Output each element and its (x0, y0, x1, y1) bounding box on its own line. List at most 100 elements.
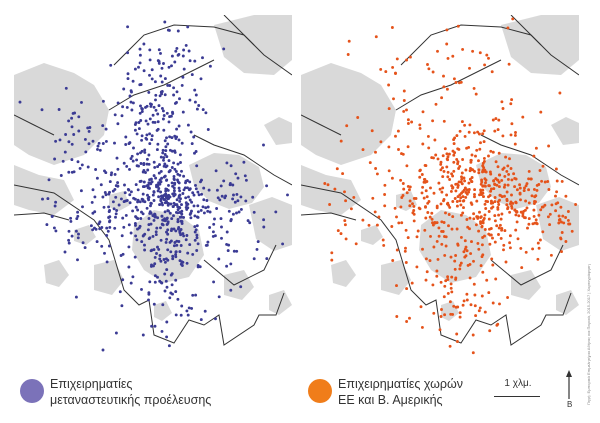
north-label: Β (567, 400, 573, 409)
map-dot-eu (494, 277, 498, 281)
map-dot-migrant (136, 208, 140, 212)
map-dot-migrant (70, 158, 74, 162)
map-dot-migrant (113, 141, 116, 145)
map-dot-migrant (76, 210, 80, 214)
map-dot-migrant (70, 116, 74, 120)
map-dot-migrant (145, 137, 149, 141)
map-dot-eu (465, 146, 469, 150)
map-dot-migrant (146, 193, 149, 197)
map-dot-migrant (170, 136, 174, 140)
land-area (501, 15, 579, 75)
map-dot-migrant (145, 157, 149, 161)
map-dot-eu (461, 211, 465, 215)
map-dot-migrant (220, 194, 224, 198)
map-dot-migrant (175, 101, 178, 104)
map-dot-migrant (150, 68, 154, 72)
map-dot-eu (527, 177, 531, 181)
map-dot-eu (508, 157, 511, 161)
map-dot-eu (445, 87, 449, 91)
map-dot-migrant (100, 244, 104, 248)
map-dot-migrant (142, 168, 146, 172)
map-dot-migrant (101, 348, 105, 352)
land-area (132, 210, 204, 283)
map-dot-migrant (140, 240, 144, 244)
map-dot-eu (414, 197, 418, 200)
map-dot-eu (424, 189, 428, 193)
map-dot-eu (426, 134, 430, 138)
map-dot-migrant (196, 215, 200, 219)
map-dot-eu (349, 207, 353, 211)
map-dot-migrant (121, 278, 125, 282)
map-dot-eu (511, 17, 515, 21)
map-dot-eu (473, 195, 476, 199)
map-dot-migrant (175, 135, 179, 139)
map-dot-migrant (80, 163, 84, 167)
map-dot-eu (468, 123, 472, 127)
map-dot-migrant (53, 157, 57, 161)
map-dot-migrant (129, 100, 133, 104)
map-dot-migrant (114, 195, 118, 199)
map-dot-migrant (199, 208, 203, 212)
map-dot-eu (456, 195, 460, 199)
map-dot-eu (493, 129, 497, 133)
map-dot-migrant (143, 248, 147, 252)
map-dot-eu (411, 211, 415, 215)
map-dot-migrant (252, 257, 256, 261)
map-dot-eu (492, 187, 496, 191)
map-dot-eu (503, 183, 507, 187)
map-dot-eu (395, 57, 399, 61)
map-dot-eu (435, 239, 439, 243)
map-dot-eu (474, 92, 478, 96)
map-dot-eu (564, 240, 568, 243)
map-dot-migrant (158, 254, 162, 257)
map-dot-migrant (165, 230, 168, 234)
map-dot-migrant (164, 165, 168, 169)
map-dot-eu (529, 177, 533, 181)
map-dot-migrant (101, 142, 105, 145)
map-dot-migrant (163, 260, 167, 264)
map-dot-migrant (137, 121, 141, 124)
map-dot-eu (506, 164, 510, 168)
legend-label-eu-line2: ΕΕ και Β. Αμερικής (338, 393, 443, 407)
map-dot-eu (420, 191, 424, 195)
map-dot-migrant (171, 184, 175, 188)
map-dot-migrant (180, 264, 184, 267)
map-dot-migrant (61, 159, 65, 163)
map-dot-migrant (206, 128, 210, 131)
map-dot-migrant (190, 200, 194, 204)
map-dot-eu (464, 168, 468, 172)
map-dot-migrant (83, 137, 87, 141)
map-dot-migrant (218, 198, 222, 202)
land-area (381, 260, 411, 295)
map-dot-migrant (157, 247, 161, 251)
map-dot-migrant (192, 204, 196, 208)
map-dot-migrant (187, 49, 191, 53)
map-dot-migrant (172, 244, 176, 248)
map-dot-migrant (160, 214, 164, 218)
land-area (331, 260, 356, 287)
map-dot-eu (533, 199, 536, 203)
map-dot-migrant (167, 183, 170, 187)
map-dot-migrant (163, 210, 167, 214)
map-dot-eu (442, 221, 446, 224)
map-dot-eu (397, 221, 401, 225)
map-dot-eu (510, 193, 513, 197)
map-dot-migrant (235, 249, 239, 253)
map-dot-migrant (161, 117, 165, 121)
map-dot-migrant (163, 193, 167, 197)
map-dot-eu (450, 290, 454, 294)
map-dot-migrant (248, 221, 252, 225)
map-dot-migrant (193, 100, 197, 104)
map-dot-eu (470, 153, 474, 157)
map-dot-migrant (136, 200, 140, 204)
map-dot-eu (445, 42, 449, 46)
map-dot-eu (446, 175, 450, 179)
map-dot-eu (534, 146, 538, 150)
municipal-boundary (14, 212, 70, 221)
map-dot-migrant (159, 51, 162, 55)
map-dot-eu (496, 165, 500, 169)
map-dot-migrant (153, 274, 157, 278)
map-dot-migrant (147, 217, 151, 220)
map-dot-migrant (191, 191, 195, 195)
map-dot-eu (469, 303, 473, 307)
